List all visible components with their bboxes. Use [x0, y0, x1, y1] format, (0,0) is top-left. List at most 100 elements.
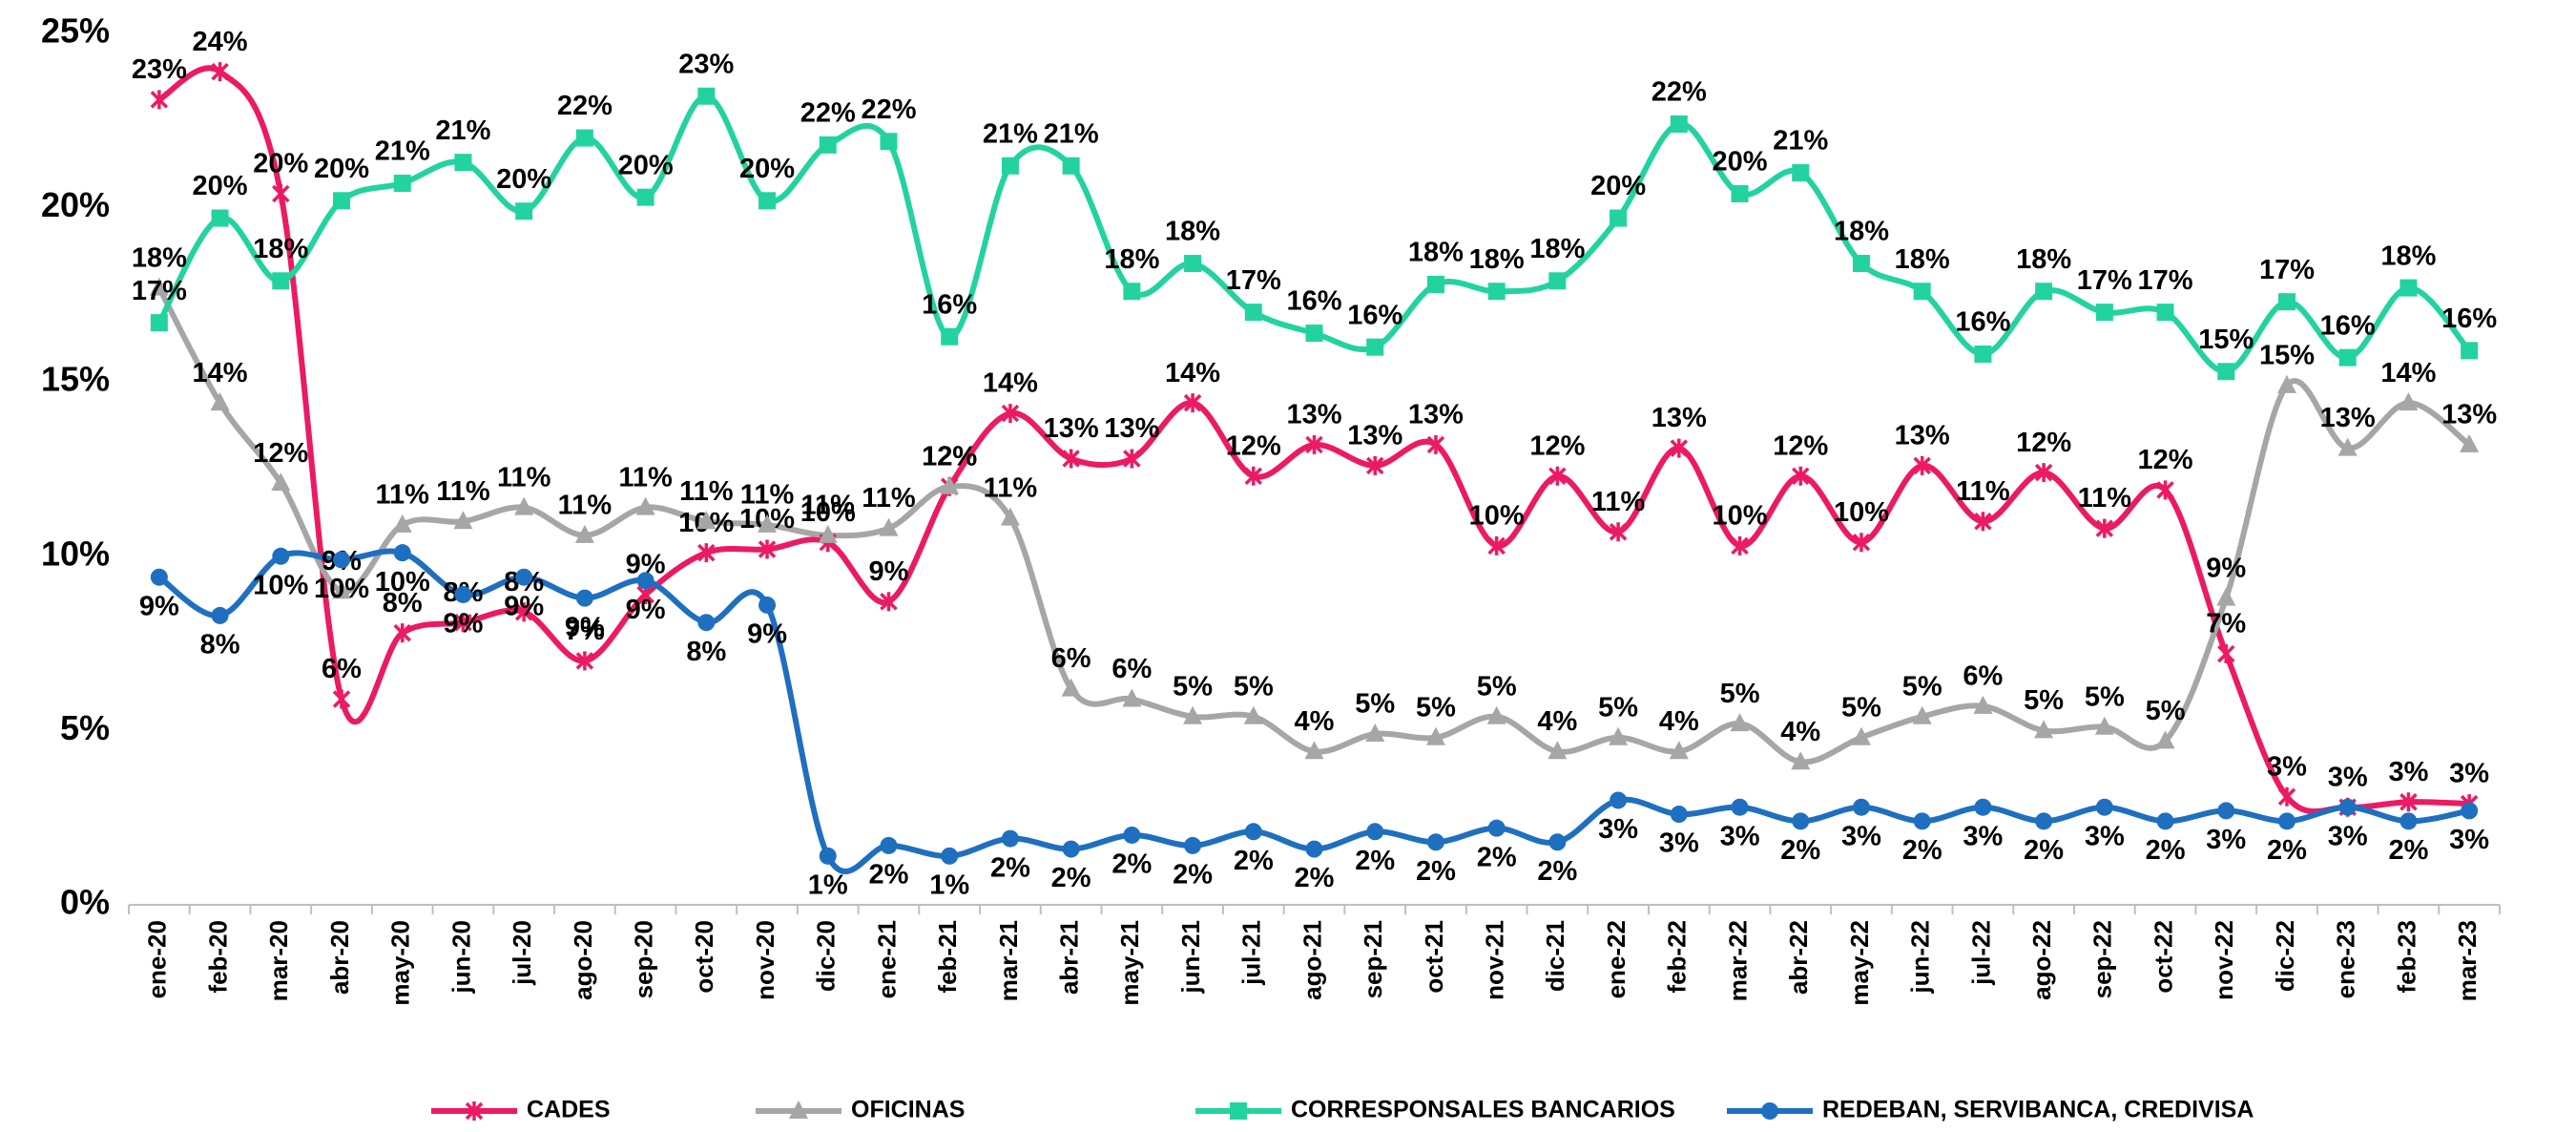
data-label: 18% [1834, 217, 1889, 247]
marker [211, 209, 229, 227]
data-label: 22% [800, 98, 856, 129]
marker [514, 602, 533, 622]
data-label: 16% [1955, 307, 2010, 338]
marker [758, 539, 777, 559]
marker [1792, 812, 1810, 830]
data-label: 2% [2388, 835, 2428, 866]
marker [1183, 705, 1203, 724]
data-label: 14% [983, 368, 1038, 399]
marker [1913, 283, 1931, 301]
data-label: 3% [2388, 757, 2428, 787]
marker [1366, 338, 1384, 356]
marker [1730, 713, 1750, 732]
marker [819, 847, 837, 865]
data-label: 2% [1537, 856, 1577, 887]
data-label: 10% [253, 570, 308, 600]
data-label: 18% [1469, 244, 1525, 275]
x-tick-label: feb-23 [2392, 920, 2420, 994]
marker [2095, 798, 2113, 816]
data-label: 7% [565, 616, 605, 646]
marker [2035, 283, 2053, 301]
x-tick-label: dic-22 [2271, 920, 2299, 992]
data-label: 2% [1295, 863, 1335, 893]
marker [1122, 688, 1142, 707]
marker [211, 62, 229, 82]
data-label: 5% [1720, 679, 1760, 709]
data-label: 22% [557, 91, 613, 121]
data-label: 2% [1051, 863, 1091, 893]
data-label: 2% [990, 852, 1030, 883]
data-label: 22% [861, 94, 916, 125]
marker [818, 524, 838, 543]
marker [211, 606, 229, 624]
data-label: 11% [1956, 476, 2010, 507]
data-label: 17% [132, 276, 187, 306]
marker [393, 175, 411, 193]
x-tick-label: dic-21 [1541, 920, 1569, 992]
data-label: 9% [139, 591, 179, 621]
marker [1761, 1102, 1778, 1120]
x-tick-label: jul-20 [508, 920, 536, 986]
marker [636, 572, 654, 590]
marker [1973, 695, 1993, 714]
data-label: 5% [1841, 692, 1881, 723]
marker [1912, 705, 1932, 724]
data-label: 15% [2259, 341, 2315, 371]
marker [454, 585, 472, 603]
data-label: 20% [618, 150, 674, 180]
marker [2277, 812, 2296, 830]
x-tick-label: may-21 [1115, 920, 1144, 1006]
marker [1244, 304, 1262, 322]
marker [1610, 209, 1628, 227]
x-tick-label: oct-21 [1420, 920, 1448, 994]
x-tick-label: feb-22 [1663, 920, 1692, 994]
marker [697, 543, 716, 563]
marker [1001, 829, 1019, 848]
marker [272, 547, 290, 565]
marker [453, 511, 473, 530]
marker [1548, 833, 1567, 851]
marker [1486, 705, 1506, 724]
marker [789, 1101, 808, 1119]
data-label: 2% [1416, 856, 1456, 887]
marker [2399, 792, 2418, 812]
data-label: 12% [2016, 428, 2071, 458]
data-label: 11% [862, 483, 916, 514]
data-label: 2% [1355, 846, 1395, 876]
data-label: 11% [376, 480, 430, 511]
marker [1305, 325, 1323, 343]
x-tick-label: nov-21 [1481, 920, 1509, 1000]
data-label: 3% [2449, 759, 2489, 789]
legend-label: CORRESPONSALES BANCARIOS [1291, 1097, 1675, 1123]
data-label: 4% [1537, 706, 1577, 737]
data-label: 24% [193, 27, 248, 57]
marker [1365, 455, 1384, 475]
y-tick-label: 25% [41, 11, 110, 51]
marker [1426, 833, 1444, 851]
data-label: 22% [1652, 77, 1707, 108]
marker [1548, 466, 1567, 486]
marker [515, 202, 533, 220]
data-label: 6% [1051, 643, 1091, 674]
data-label: 16% [922, 289, 977, 320]
marker [1852, 533, 1871, 553]
data-label: 3% [1598, 814, 1638, 845]
data-label: 12% [253, 438, 308, 469]
marker [758, 596, 777, 614]
data-label: 23% [678, 49, 734, 79]
data-label: 23% [132, 54, 187, 85]
marker [1183, 393, 1202, 413]
x-tick-label: nov-22 [2210, 920, 2238, 1000]
data-label: 11% [497, 462, 551, 493]
marker [1609, 522, 1628, 542]
marker [1244, 466, 1263, 486]
data-label: 5% [1173, 671, 1213, 702]
data-label: 12% [922, 441, 977, 472]
data-label: 17% [1226, 265, 1281, 296]
data-label: 14% [193, 358, 248, 388]
data-label: 10% [800, 497, 856, 528]
data-label: 4% [1780, 717, 1820, 747]
data-label: 9% [626, 595, 666, 625]
data-label: 20% [314, 154, 369, 184]
marker [697, 614, 716, 632]
